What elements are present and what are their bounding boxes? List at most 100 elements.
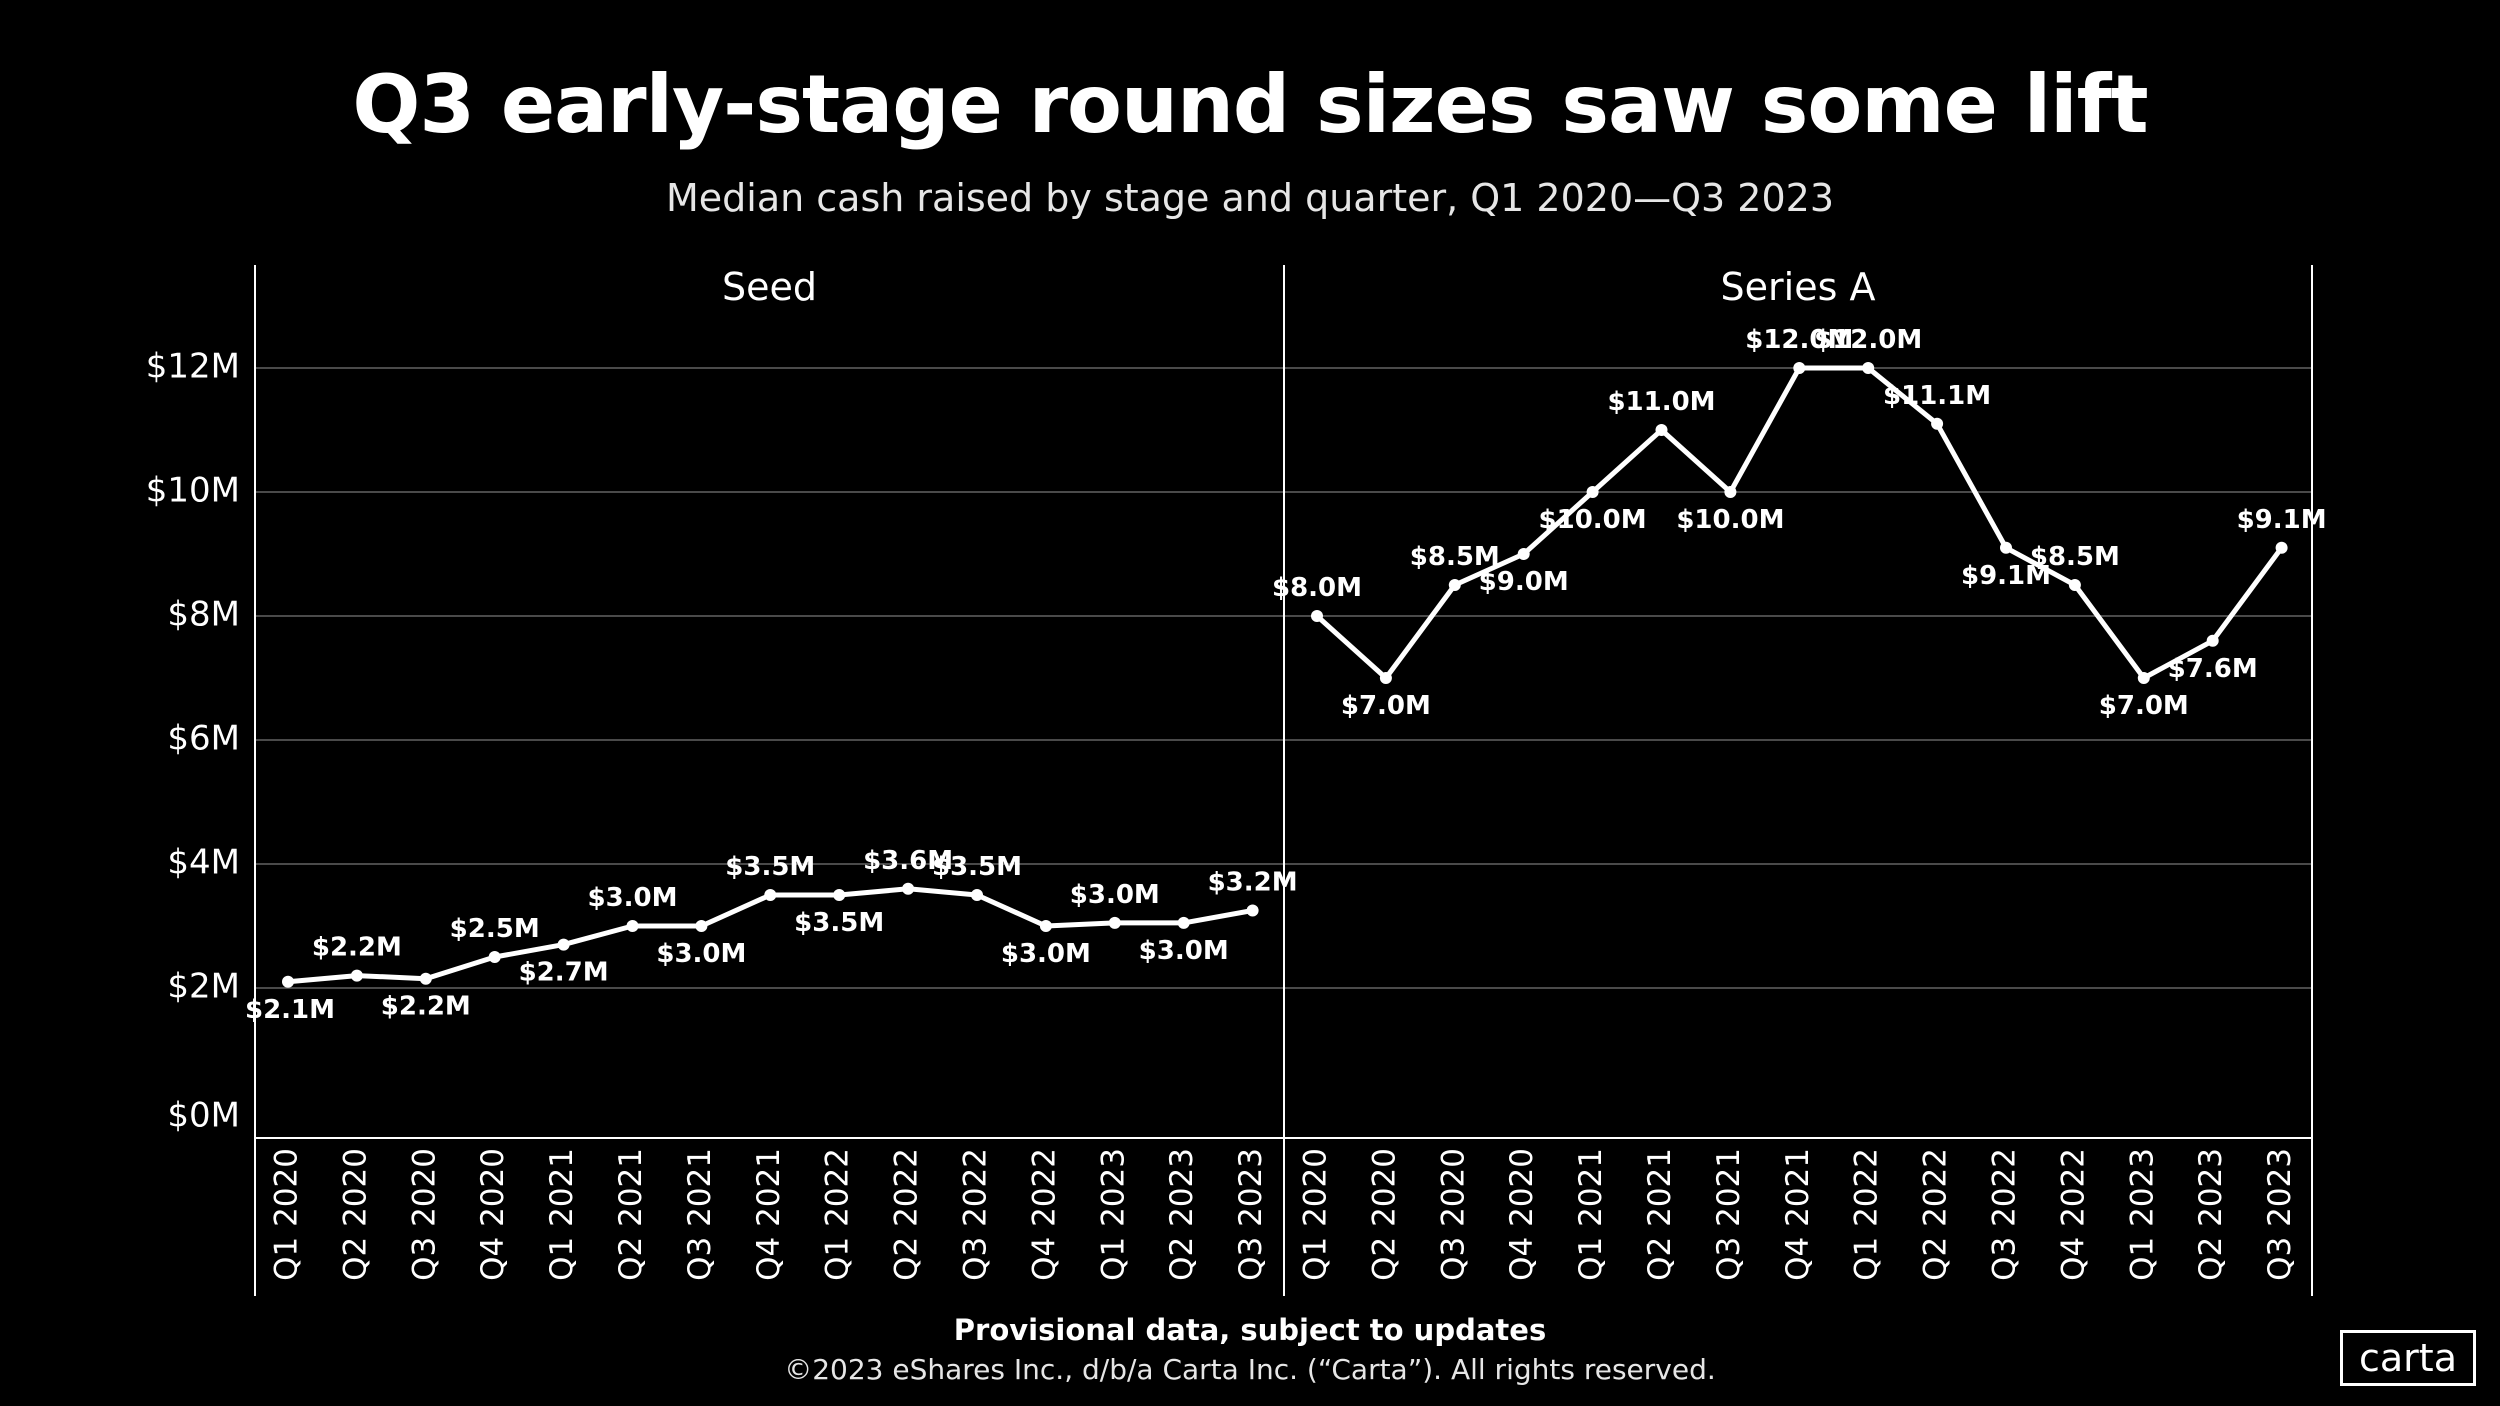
data-label: $7.6M — [2168, 654, 2258, 684]
data-point — [1655, 424, 1668, 436]
x-tick-label: Q3 2020 — [406, 1148, 442, 1281]
data-point — [695, 920, 708, 932]
data-point — [1108, 916, 1121, 929]
x-tick-label: Q3 2022 — [958, 1148, 994, 1281]
x-tick-label: Q3 2020 — [1435, 1148, 1471, 1281]
y-tick-label: $4M — [167, 843, 240, 883]
data-label: $11.0M — [1607, 387, 1715, 417]
data-label: $7.0M — [1341, 691, 1431, 721]
y-tick-label: $10M — [146, 471, 240, 511]
x-tick-label: Q2 2023 — [1164, 1148, 1200, 1281]
data-label: $9.1M — [1961, 561, 2051, 591]
x-tick-label: Q1 2020 — [269, 1148, 305, 1281]
x-tick-label: Q4 2022 — [2055, 1148, 2091, 1281]
data-label: $2.1M — [245, 995, 335, 1025]
data-label: $2.2M — [381, 992, 471, 1022]
data-label: $3.0M — [656, 939, 746, 969]
y-tick-label: $0M — [167, 1096, 240, 1136]
data-point — [1448, 579, 1461, 591]
data-point — [2000, 541, 2012, 554]
data-label: $8.0M — [1272, 573, 1362, 603]
data-label: $10.0M — [1676, 505, 1784, 535]
chart-subtitle: Median cash raised by stage and quarter,… — [665, 176, 1835, 220]
data-point — [1586, 486, 1599, 498]
x-tick-label: Q2 2021 — [1642, 1148, 1678, 1281]
copyright-text: ©2023 eShares Inc., d/b/a Carta Inc. (“C… — [784, 1353, 1716, 1386]
x-tick-label: Q4 2021 — [1780, 1148, 1816, 1281]
x-tick-label: Q1 2021 — [544, 1148, 580, 1281]
chart-title: Q3 early-stage round sizes saw some lift — [352, 58, 2148, 151]
data-label: $2.2M — [312, 933, 402, 963]
data-point — [2206, 634, 2219, 647]
data-point — [626, 920, 639, 932]
x-tick-label: Q2 2021 — [613, 1148, 649, 1281]
data-label: $12.0M — [1814, 325, 1922, 355]
data-label: $3.2M — [1208, 868, 1298, 898]
data-point — [488, 951, 501, 963]
data-label: $3.0M — [1001, 939, 1091, 969]
data-point — [833, 889, 846, 901]
data-label: $11.1M — [1883, 381, 1991, 411]
data-point — [282, 975, 294, 988]
y-tick-label: $2M — [167, 967, 240, 1007]
data-point — [1039, 920, 1052, 932]
data-point — [2068, 579, 2081, 591]
data-point — [1379, 672, 1392, 684]
x-tick-label: Q4 2022 — [1026, 1148, 1062, 1281]
y-tick-label: $6M — [167, 719, 240, 759]
data-point — [971, 889, 983, 901]
data-label: $10.0M — [1539, 505, 1647, 535]
data-point — [419, 972, 432, 985]
x-tick-label: Q3 2022 — [1987, 1148, 2023, 1281]
data-label: $3.5M — [794, 908, 884, 938]
x-tick-label: Q1 2022 — [1849, 1148, 1885, 1281]
x-tick-label: Q4 2020 — [475, 1148, 511, 1281]
data-label: $3.0M — [1139, 936, 1229, 966]
data-point — [2275, 541, 2288, 554]
data-label: $7.0M — [2099, 691, 2189, 721]
data-point — [557, 938, 570, 951]
x-tick-label: Q1 2023 — [2124, 1148, 2160, 1281]
data-point — [764, 889, 777, 901]
x-tick-label: Q1 2021 — [1573, 1148, 1609, 1281]
data-point — [1724, 486, 1737, 498]
data-label: $9.0M — [1479, 567, 1569, 597]
data-point — [1177, 916, 1190, 929]
x-tick-label: Q2 2023 — [2193, 1148, 2229, 1281]
data-point — [1246, 904, 1259, 917]
data-label: $9.1M — [2237, 505, 2327, 535]
data-point — [1862, 362, 1875, 374]
x-tick-label: Q2 2022 — [1918, 1148, 1954, 1281]
y-tick-label: $8M — [167, 595, 240, 635]
provisional-note: Provisional data, subject to updates — [953, 1313, 1547, 1347]
x-tick-label: Q2 2022 — [889, 1148, 925, 1281]
data-point — [1311, 610, 1323, 622]
data-point — [350, 969, 363, 982]
x-tick-label: Q2 2020 — [1366, 1148, 1402, 1281]
x-tick-label: Q3 2023 — [2262, 1148, 2298, 1281]
data-label: $2.7M — [519, 958, 609, 988]
data-label: $12.0M — [1745, 325, 1853, 355]
data-label: $3.6M — [863, 846, 953, 876]
x-tick-label: Q4 2021 — [751, 1148, 787, 1281]
facet-title-seed: Seed — [722, 265, 817, 309]
facet-title-series-a: Series A — [1721, 265, 1876, 309]
data-point — [1517, 548, 1530, 560]
series-line-series-a — [1314, 365, 2285, 681]
data-point — [1931, 417, 1944, 430]
x-tick-label: Q2 2020 — [337, 1148, 373, 1281]
data-label: $8.5M — [2030, 542, 2120, 572]
x-tick-label: Q3 2021 — [1711, 1148, 1747, 1281]
x-tick-label: Q1 2023 — [1095, 1148, 1131, 1281]
x-tick-label: Q1 2020 — [1298, 1148, 1334, 1281]
x-tick-label: Q3 2021 — [682, 1148, 718, 1281]
data-label: $2.5M — [450, 914, 540, 944]
data-label: $3.5M — [932, 852, 1022, 882]
x-tick-label: Q3 2023 — [1233, 1148, 1269, 1281]
data-point — [902, 882, 915, 895]
data-point — [2137, 672, 2150, 684]
data-label: $3.0M — [1070, 880, 1160, 910]
y-tick-label: $12M — [146, 347, 240, 387]
x-tick-label: Q1 2022 — [820, 1148, 856, 1281]
